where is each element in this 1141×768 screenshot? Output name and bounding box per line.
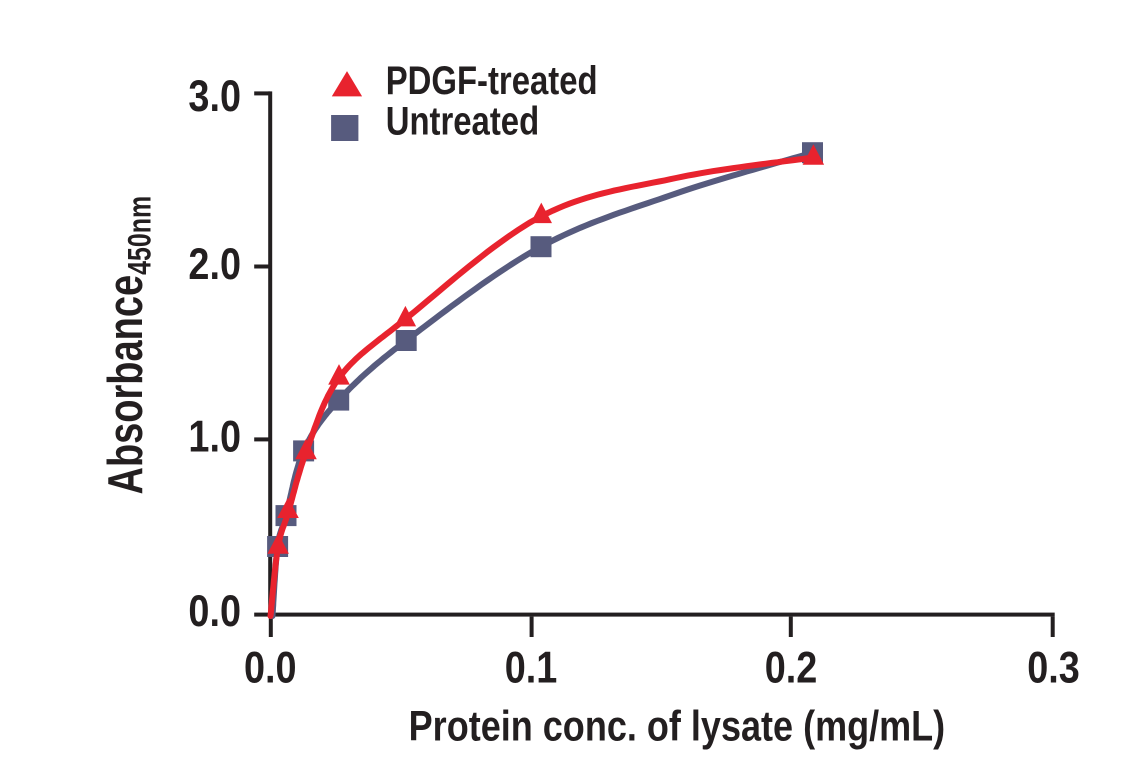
svg-text:0.3: 0.3 bbox=[1027, 643, 1080, 693]
svg-text:Untreated: Untreated bbox=[386, 98, 539, 143]
svg-text:0.0: 0.0 bbox=[244, 643, 297, 693]
svg-text:PDGF-treated: PDGF-treated bbox=[386, 58, 598, 103]
svg-text:3.0: 3.0 bbox=[188, 71, 241, 121]
svg-text:0.1: 0.1 bbox=[505, 643, 558, 693]
svg-text:2.0: 2.0 bbox=[188, 239, 241, 289]
svg-text:1.0: 1.0 bbox=[188, 412, 241, 462]
svg-text:0.2: 0.2 bbox=[765, 643, 818, 693]
svg-text:0.0: 0.0 bbox=[188, 586, 241, 636]
svg-text:Protein conc. of lysate (mg/mL: Protein conc. of lysate (mg/mL) bbox=[409, 703, 946, 750]
